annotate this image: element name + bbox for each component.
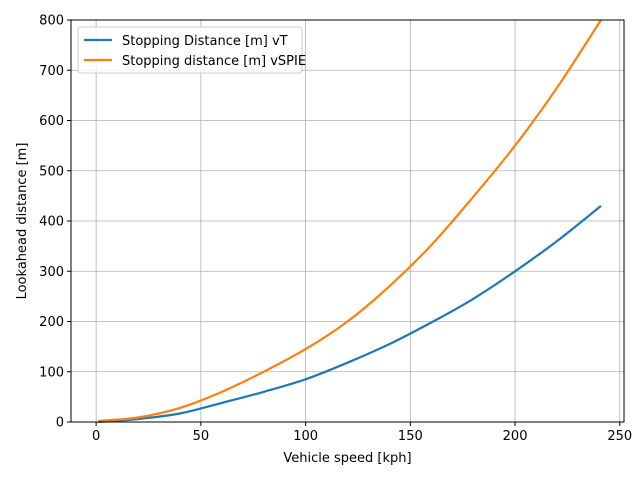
x-tick-label: 50 <box>193 429 210 444</box>
y-tick-label: 700 <box>39 64 64 79</box>
legend: Stopping Distance [m] vT Stopping distan… <box>77 26 306 74</box>
tick-layer: 0 50 100 150 200 250 0 100 200 300 400 500 600 700 800 <box>39 14 632 445</box>
y-axis-label: Lookahead distance [m] <box>15 143 30 300</box>
series-line-0 <box>98 205 602 424</box>
series-line-1 <box>98 19 602 423</box>
x-tick-label: 200 <box>503 429 528 444</box>
legend-label-vspie: Stopping distance [m] vSPIE <box>122 54 306 69</box>
x-tick-label: 250 <box>607 429 632 444</box>
y-tick-label: 100 <box>39 365 64 380</box>
x-tick-label: 0 <box>92 429 100 444</box>
x-axis-label: Vehicle speed [kph] <box>283 451 411 466</box>
legend-label-vt: Stopping Distance [m] vT <box>122 34 288 49</box>
y-tick-label: 400 <box>39 215 64 230</box>
y-tick-label: 0 <box>56 416 64 431</box>
y-tick-label: 300 <box>39 265 64 280</box>
y-tick-label: 600 <box>39 114 64 129</box>
y-tick-label: 500 <box>39 164 64 179</box>
series-layer <box>98 19 602 424</box>
x-tick-label: 150 <box>398 429 423 444</box>
y-tick-label: 800 <box>39 14 64 29</box>
x-tick-label: 100 <box>293 429 318 444</box>
legend-box <box>77 26 303 74</box>
y-tick-label: 200 <box>39 315 64 330</box>
